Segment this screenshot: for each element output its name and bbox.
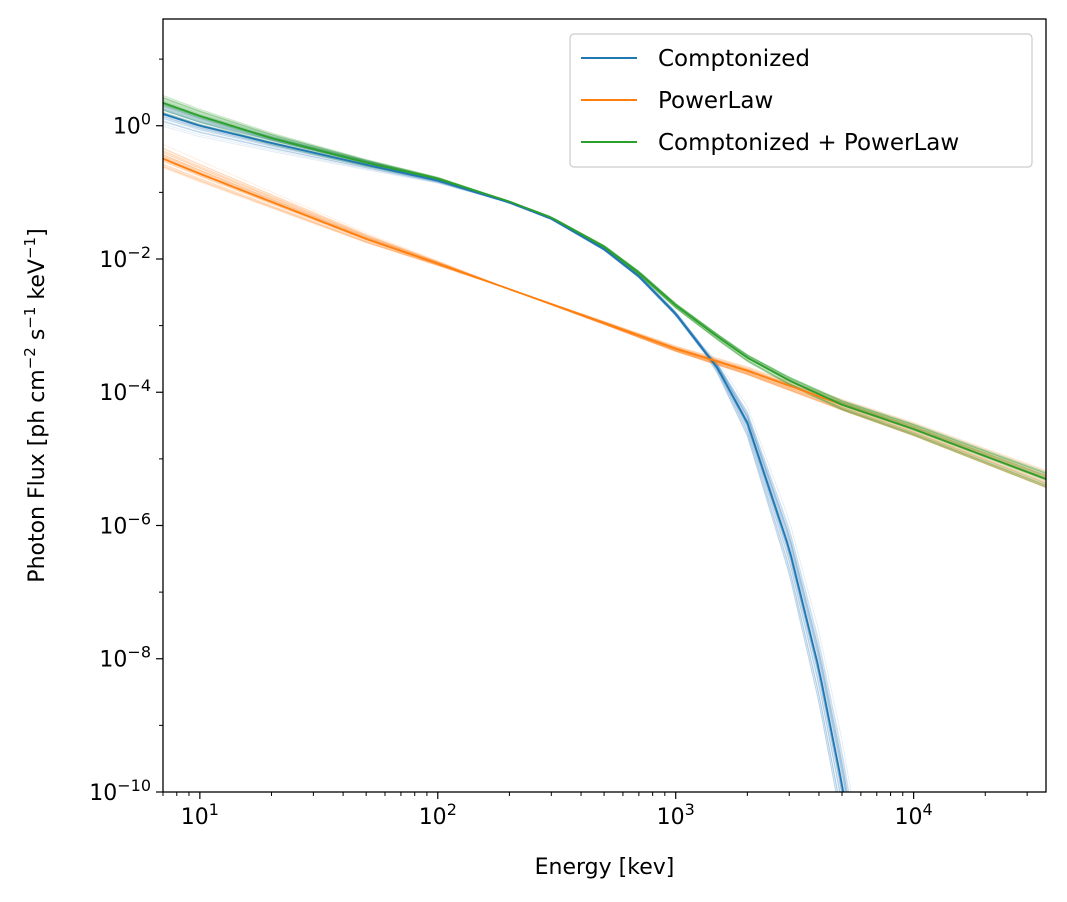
- series-line-comptonized: [163, 113, 845, 792]
- y-tick-label: 100: [113, 110, 151, 140]
- x-tick-label: 101: [181, 800, 219, 830]
- series-line-comptonized-powerlaw: [163, 102, 1046, 480]
- sample-curve: [163, 155, 1046, 487]
- x-tick-label: 103: [657, 800, 695, 830]
- x-tick-label: 104: [895, 800, 933, 830]
- sample-curve: [163, 143, 1046, 488]
- sample-curve: [163, 160, 1046, 473]
- legend-label: PowerLaw: [658, 88, 773, 114]
- y-tick-label: 10−4: [99, 376, 151, 406]
- sample-curve: [163, 105, 1046, 487]
- sample-curve: [163, 147, 1046, 488]
- legend-box: [569, 33, 1033, 168]
- legend-label: Comptonized + PowerLaw: [658, 130, 959, 156]
- sample-curve: [163, 150, 1046, 487]
- sample-curve: [163, 155, 1046, 489]
- plot-frame: [162, 18, 1047, 793]
- sample-curve: [163, 97, 1046, 488]
- y-tick-label: 10−6: [99, 509, 151, 539]
- sample-curve: [163, 97, 1046, 488]
- sample-curve: [163, 161, 1046, 487]
- sample-curve: [163, 154, 1046, 486]
- sample-curve: [163, 147, 1046, 488]
- sample-curve: [163, 105, 1046, 473]
- sample-curve: [163, 166, 1046, 471]
- x-tick-label: 102: [419, 800, 457, 830]
- y-tick-label: 10−8: [99, 643, 151, 673]
- sample-curve: [163, 152, 1046, 487]
- legend-label: Comptonized: [658, 46, 810, 72]
- series-lines: [163, 102, 1046, 792]
- legend: Comptonized PowerLaw Comptonized + PowerLa…: [569, 33, 1033, 168]
- y-axis-title: Photon Flux [ph cm−2 s−1 keV−1]: [21, 228, 50, 582]
- sample-curve: [163, 167, 1046, 472]
- y-tick-label: 10−2: [99, 243, 151, 273]
- x-axis-title: Energy [kev]: [535, 855, 675, 880]
- axes: 101 102 103 104 100 10−2 10−4 10−6 10−8 10−10 Ener…: [21, 18, 1047, 880]
- y-tick-label: 10−10: [89, 776, 151, 806]
